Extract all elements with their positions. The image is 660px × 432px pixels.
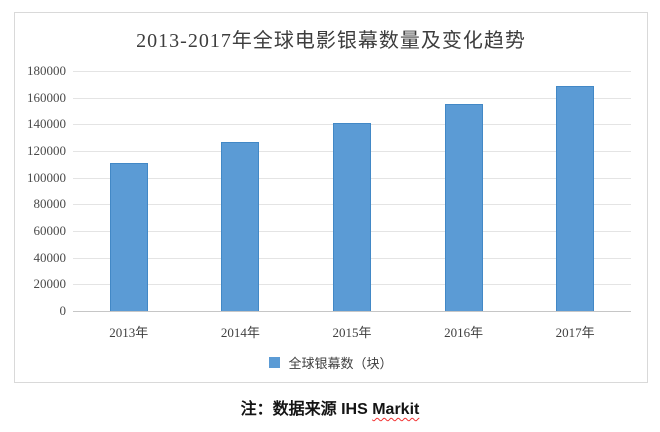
x-axis-line bbox=[73, 311, 631, 312]
y-axis-tick-label: 160000 bbox=[27, 89, 66, 105]
x-axis-tick-label: 2015年 bbox=[332, 325, 372, 340]
y-axis-tick-label: 140000 bbox=[27, 116, 66, 132]
x-axis-tick-label: 2016年 bbox=[444, 325, 484, 340]
chart-title: 2013-2017年全球电影银幕数量及变化趋势 bbox=[136, 30, 526, 52]
chart-panel: 2013-2017年全球电影银幕数量及变化趋势 180000 160000 1400… bbox=[14, 12, 648, 383]
y-axis-tick-label: 80000 bbox=[33, 196, 67, 212]
bar-2013 bbox=[109, 163, 148, 311]
gridline bbox=[73, 97, 631, 99]
source-name-underlined: Markit bbox=[372, 401, 420, 418]
y-axis-tick-label: 180000 bbox=[27, 63, 66, 78]
bar-2017 bbox=[556, 85, 595, 311]
y-axis-tick-label: 0 bbox=[59, 303, 67, 318]
source-note-text: 注：数据来源 IHS bbox=[240, 401, 373, 418]
y-axis-tick-label: 60000 bbox=[33, 223, 67, 238]
y-axis-tick-label: 40000 bbox=[33, 249, 67, 265]
x-axis-tick-label: 2013年 bbox=[109, 325, 149, 340]
plot-area: 180000 160000 140000 120000 100000 80000 60000… bbox=[27, 63, 631, 340]
x-axis-tick-label: 2014年 bbox=[220, 325, 260, 340]
y-axis-tick-label: 100000 bbox=[27, 169, 66, 185]
bar-2016 bbox=[444, 104, 483, 311]
source-note: 注：数据来源 IHS Markit bbox=[0, 395, 660, 419]
legend-label: 全球银幕数（块） bbox=[288, 356, 393, 371]
y-axis-tick-label: 20000 bbox=[33, 276, 67, 292]
y-axis-tick-label: 120000 bbox=[27, 143, 66, 158]
x-axis-tick-label: 2017年 bbox=[555, 325, 595, 340]
bar-2014 bbox=[221, 141, 260, 311]
bar-2015 bbox=[333, 123, 371, 311]
legend-marker-icon bbox=[269, 357, 281, 368]
gridline bbox=[73, 71, 631, 72]
legend: 全球银幕数（块） bbox=[15, 353, 647, 372]
